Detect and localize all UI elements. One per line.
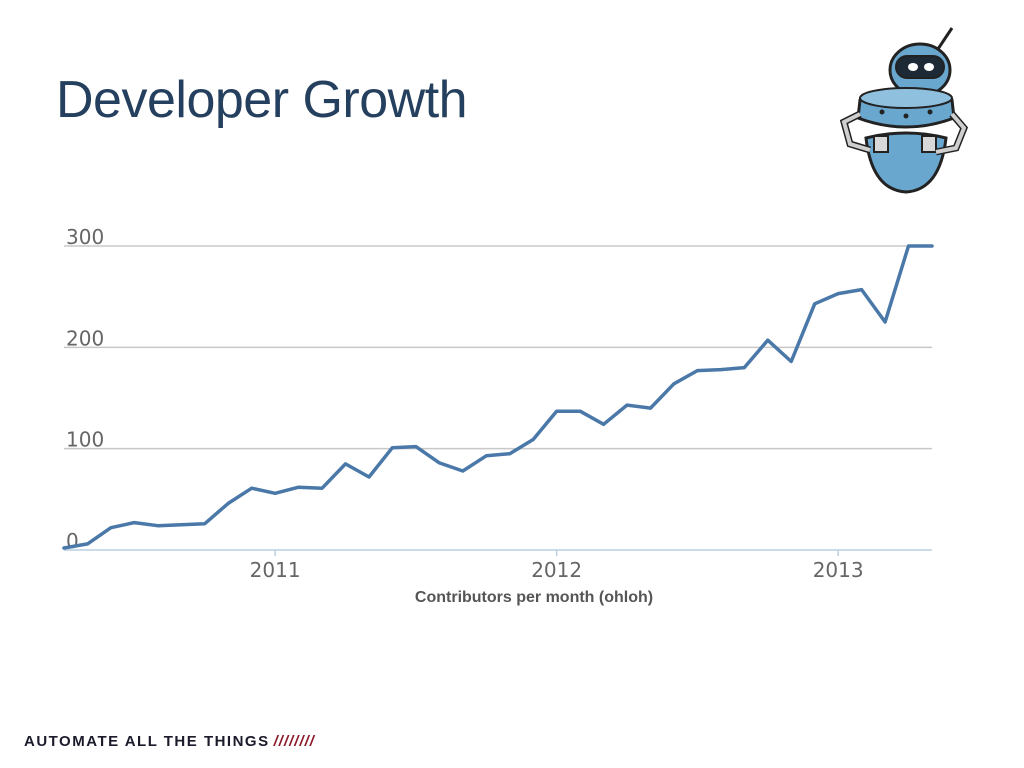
data-point: [367, 475, 371, 479]
data-point: [273, 491, 277, 495]
y-tick-label: 0: [66, 529, 79, 553]
y-tick-label: 300: [66, 225, 104, 249]
data-point: [508, 452, 512, 456]
data-point: [390, 446, 394, 450]
data-point: [695, 369, 699, 373]
data-point: [602, 422, 606, 426]
y-axis-ticks: 0 100 200 300: [66, 225, 104, 553]
y-tick-label: 200: [66, 326, 104, 350]
footer-tagline: AUTOMATE ALL THE THINGS////////: [24, 733, 315, 750]
series-line: [62, 244, 934, 550]
data-point: [179, 523, 183, 527]
data-point: [742, 366, 746, 370]
robot-icon: [839, 27, 969, 194]
x-tick-label: 2011: [250, 558, 301, 582]
data-point: [766, 338, 770, 342]
chart-grid: [64, 245, 932, 551]
data-point: [578, 409, 582, 413]
data-point: [719, 368, 723, 372]
data-point: [226, 501, 230, 505]
x-tick-label: 2012: [531, 558, 582, 582]
data-point: [344, 462, 348, 466]
data-point: [461, 469, 465, 473]
data-point: [62, 546, 66, 550]
data-point: [484, 454, 488, 458]
data-point: [907, 244, 911, 248]
data-point: [789, 360, 793, 364]
data-point: [813, 302, 817, 306]
data-point: [836, 292, 840, 296]
data-point: [930, 244, 934, 248]
data-point: [250, 486, 254, 490]
data-point: [883, 320, 887, 324]
data-point: [625, 403, 629, 407]
data-point: [437, 461, 441, 465]
data-point: [672, 382, 676, 386]
data-point: [860, 288, 864, 292]
data-point: [555, 409, 559, 413]
data-point: [531, 438, 535, 442]
data-point: [156, 524, 160, 528]
data-point: [203, 522, 207, 526]
chart-series: [62, 244, 934, 550]
data-point: [648, 406, 652, 410]
data-point: [320, 486, 324, 490]
data-point: [297, 485, 301, 489]
x-tick-label: 2013: [813, 558, 864, 582]
data-point: [414, 445, 418, 449]
chart-caption: Contributors per month (ohloh): [414, 589, 654, 606]
data-point: [132, 521, 136, 525]
footer-slashes: ////////: [273, 733, 315, 750]
data-point: [85, 542, 89, 546]
footer-tagline-text: AUTOMATE ALL THE THINGS: [24, 733, 270, 750]
x-axis-ticks: 2011 2012 2013: [250, 550, 864, 582]
page-title: Developer Growth: [56, 71, 468, 129]
y-tick-label: 100: [66, 428, 104, 452]
data-point: [109, 526, 113, 530]
